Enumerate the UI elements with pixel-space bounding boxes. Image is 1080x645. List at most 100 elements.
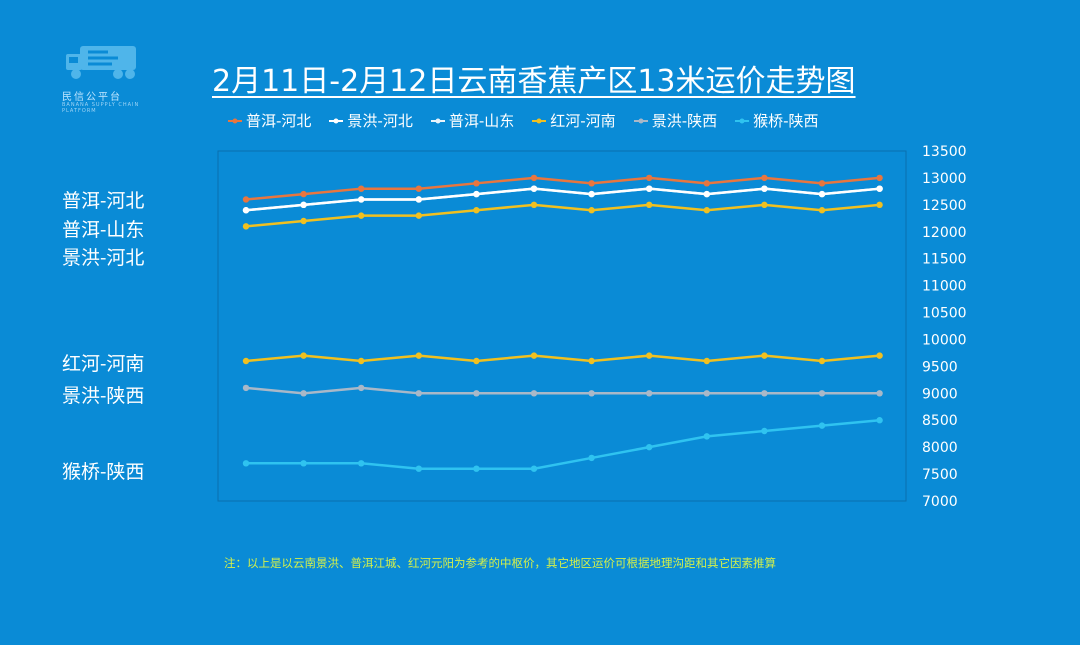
- chart-legend: 普洱-河北 景洪-河北 普洱-山东 红河-河南 景洪-陕西 猴桥-陕西: [228, 110, 819, 131]
- series-line-extra: [245, 203, 880, 228]
- data-point: [876, 185, 883, 192]
- brand-subtitle: BANANA SUPPLY CHAIN PLATFORM: [62, 102, 140, 114]
- data-point: [530, 465, 538, 472]
- data-point: [473, 190, 480, 198]
- data-point: [876, 174, 883, 182]
- series-lines: [242, 174, 883, 472]
- route-label: 普洱-河北: [62, 190, 145, 212]
- y-tick-label: 8500: [922, 413, 958, 429]
- y-tick-label: 8000: [922, 440, 958, 456]
- data-point: [761, 390, 768, 397]
- data-point: [646, 174, 653, 182]
- data-point: [242, 384, 250, 392]
- data-point: [415, 390, 422, 397]
- data-point: [588, 357, 595, 365]
- data-point: [646, 390, 653, 397]
- data-point: [761, 185, 768, 192]
- data-point: [358, 384, 365, 392]
- data-point: [703, 190, 710, 198]
- data-point: [761, 174, 768, 182]
- data-point: [300, 217, 307, 225]
- brand-logo: 民信公平台 BANANA SUPPLY CHAIN PLATFORM: [62, 40, 172, 120]
- data-point: [588, 390, 595, 397]
- legend-item: 猴桥-陕西: [735, 110, 819, 131]
- series-line-series-4: [245, 386, 880, 395]
- route-label: 普洱-山东: [62, 219, 145, 241]
- y-tick-label: 13000: [922, 171, 967, 187]
- y-tick-label: 7000: [922, 494, 958, 510]
- data-point: [818, 190, 826, 198]
- series-line-series-5: [246, 418, 880, 470]
- data-point: [358, 196, 365, 203]
- data-point: [300, 201, 307, 209]
- data-point: [358, 185, 365, 192]
- data-point: [415, 352, 422, 359]
- legend-item: 普洱-河北: [228, 110, 311, 131]
- legend-label: 猴桥-陕西: [753, 112, 819, 130]
- data-point: [473, 390, 480, 397]
- data-point: [530, 174, 538, 182]
- legend-item: 景洪-陕西: [633, 110, 718, 131]
- data-point: [358, 212, 365, 219]
- data-point: [703, 433, 710, 440]
- data-point: [646, 443, 653, 451]
- y-axis: 13500 13000 12500 12000 11500 11000 10500 10000…: [922, 144, 967, 510]
- data-point: [415, 196, 422, 203]
- data-point: [703, 207, 710, 214]
- data-point: [588, 190, 595, 198]
- route-label: 红河-河南: [62, 353, 145, 375]
- series-line-series-0: [245, 176, 880, 201]
- data-point: [876, 352, 883, 359]
- data-point: [703, 180, 710, 187]
- brand-name: 民信公平台: [62, 92, 122, 103]
- plot-area: [217, 150, 907, 502]
- legend-item: 普洱-山东: [430, 110, 514, 131]
- data-point: [473, 207, 480, 214]
- route-label: 景洪-河北: [62, 247, 145, 269]
- legend-label: 景洪-河北: [347, 112, 413, 130]
- route-label: 猴桥-陕西: [62, 461, 145, 483]
- data-point: [242, 460, 250, 467]
- data-point: [300, 390, 307, 397]
- data-point: [415, 185, 422, 192]
- legend-marker-icon: [633, 118, 648, 123]
- data-point: [761, 427, 768, 435]
- data-point: [415, 212, 422, 219]
- data-point: [242, 196, 250, 203]
- y-tick-label: 10500: [922, 306, 967, 322]
- y-tick-label: 12000: [922, 225, 967, 241]
- data-point: [818, 357, 826, 365]
- data-point: [818, 180, 826, 187]
- data-point: [818, 207, 826, 214]
- series-line-series-1: [245, 187, 880, 212]
- data-point: [876, 417, 883, 424]
- data-point: [300, 352, 307, 359]
- data-point: [761, 201, 768, 209]
- data-point: [473, 357, 480, 365]
- data-point: [703, 357, 710, 365]
- legend-label: 景洪-陕西: [651, 112, 718, 130]
- data-point: [242, 357, 250, 365]
- data-point: [530, 390, 538, 397]
- data-point: [646, 352, 653, 359]
- data-point: [818, 390, 826, 397]
- data-point: [761, 352, 768, 359]
- data-point: [358, 460, 365, 467]
- data-point: [588, 180, 595, 187]
- data-point: [473, 180, 480, 187]
- data-point: [358, 357, 365, 365]
- y-tick-label: 12500: [922, 198, 967, 214]
- data-point: [703, 390, 710, 397]
- data-point: [530, 201, 538, 209]
- data-point: [530, 185, 538, 192]
- data-point: [242, 223, 250, 230]
- legend-marker-icon: [735, 118, 750, 123]
- data-point: [415, 465, 422, 472]
- data-point: [300, 460, 307, 467]
- data-point: [588, 454, 595, 462]
- legend-marker-icon: [228, 118, 242, 123]
- truck-icon: [66, 46, 136, 79]
- data-point: [876, 390, 883, 397]
- y-tick-label: 11000: [922, 279, 967, 295]
